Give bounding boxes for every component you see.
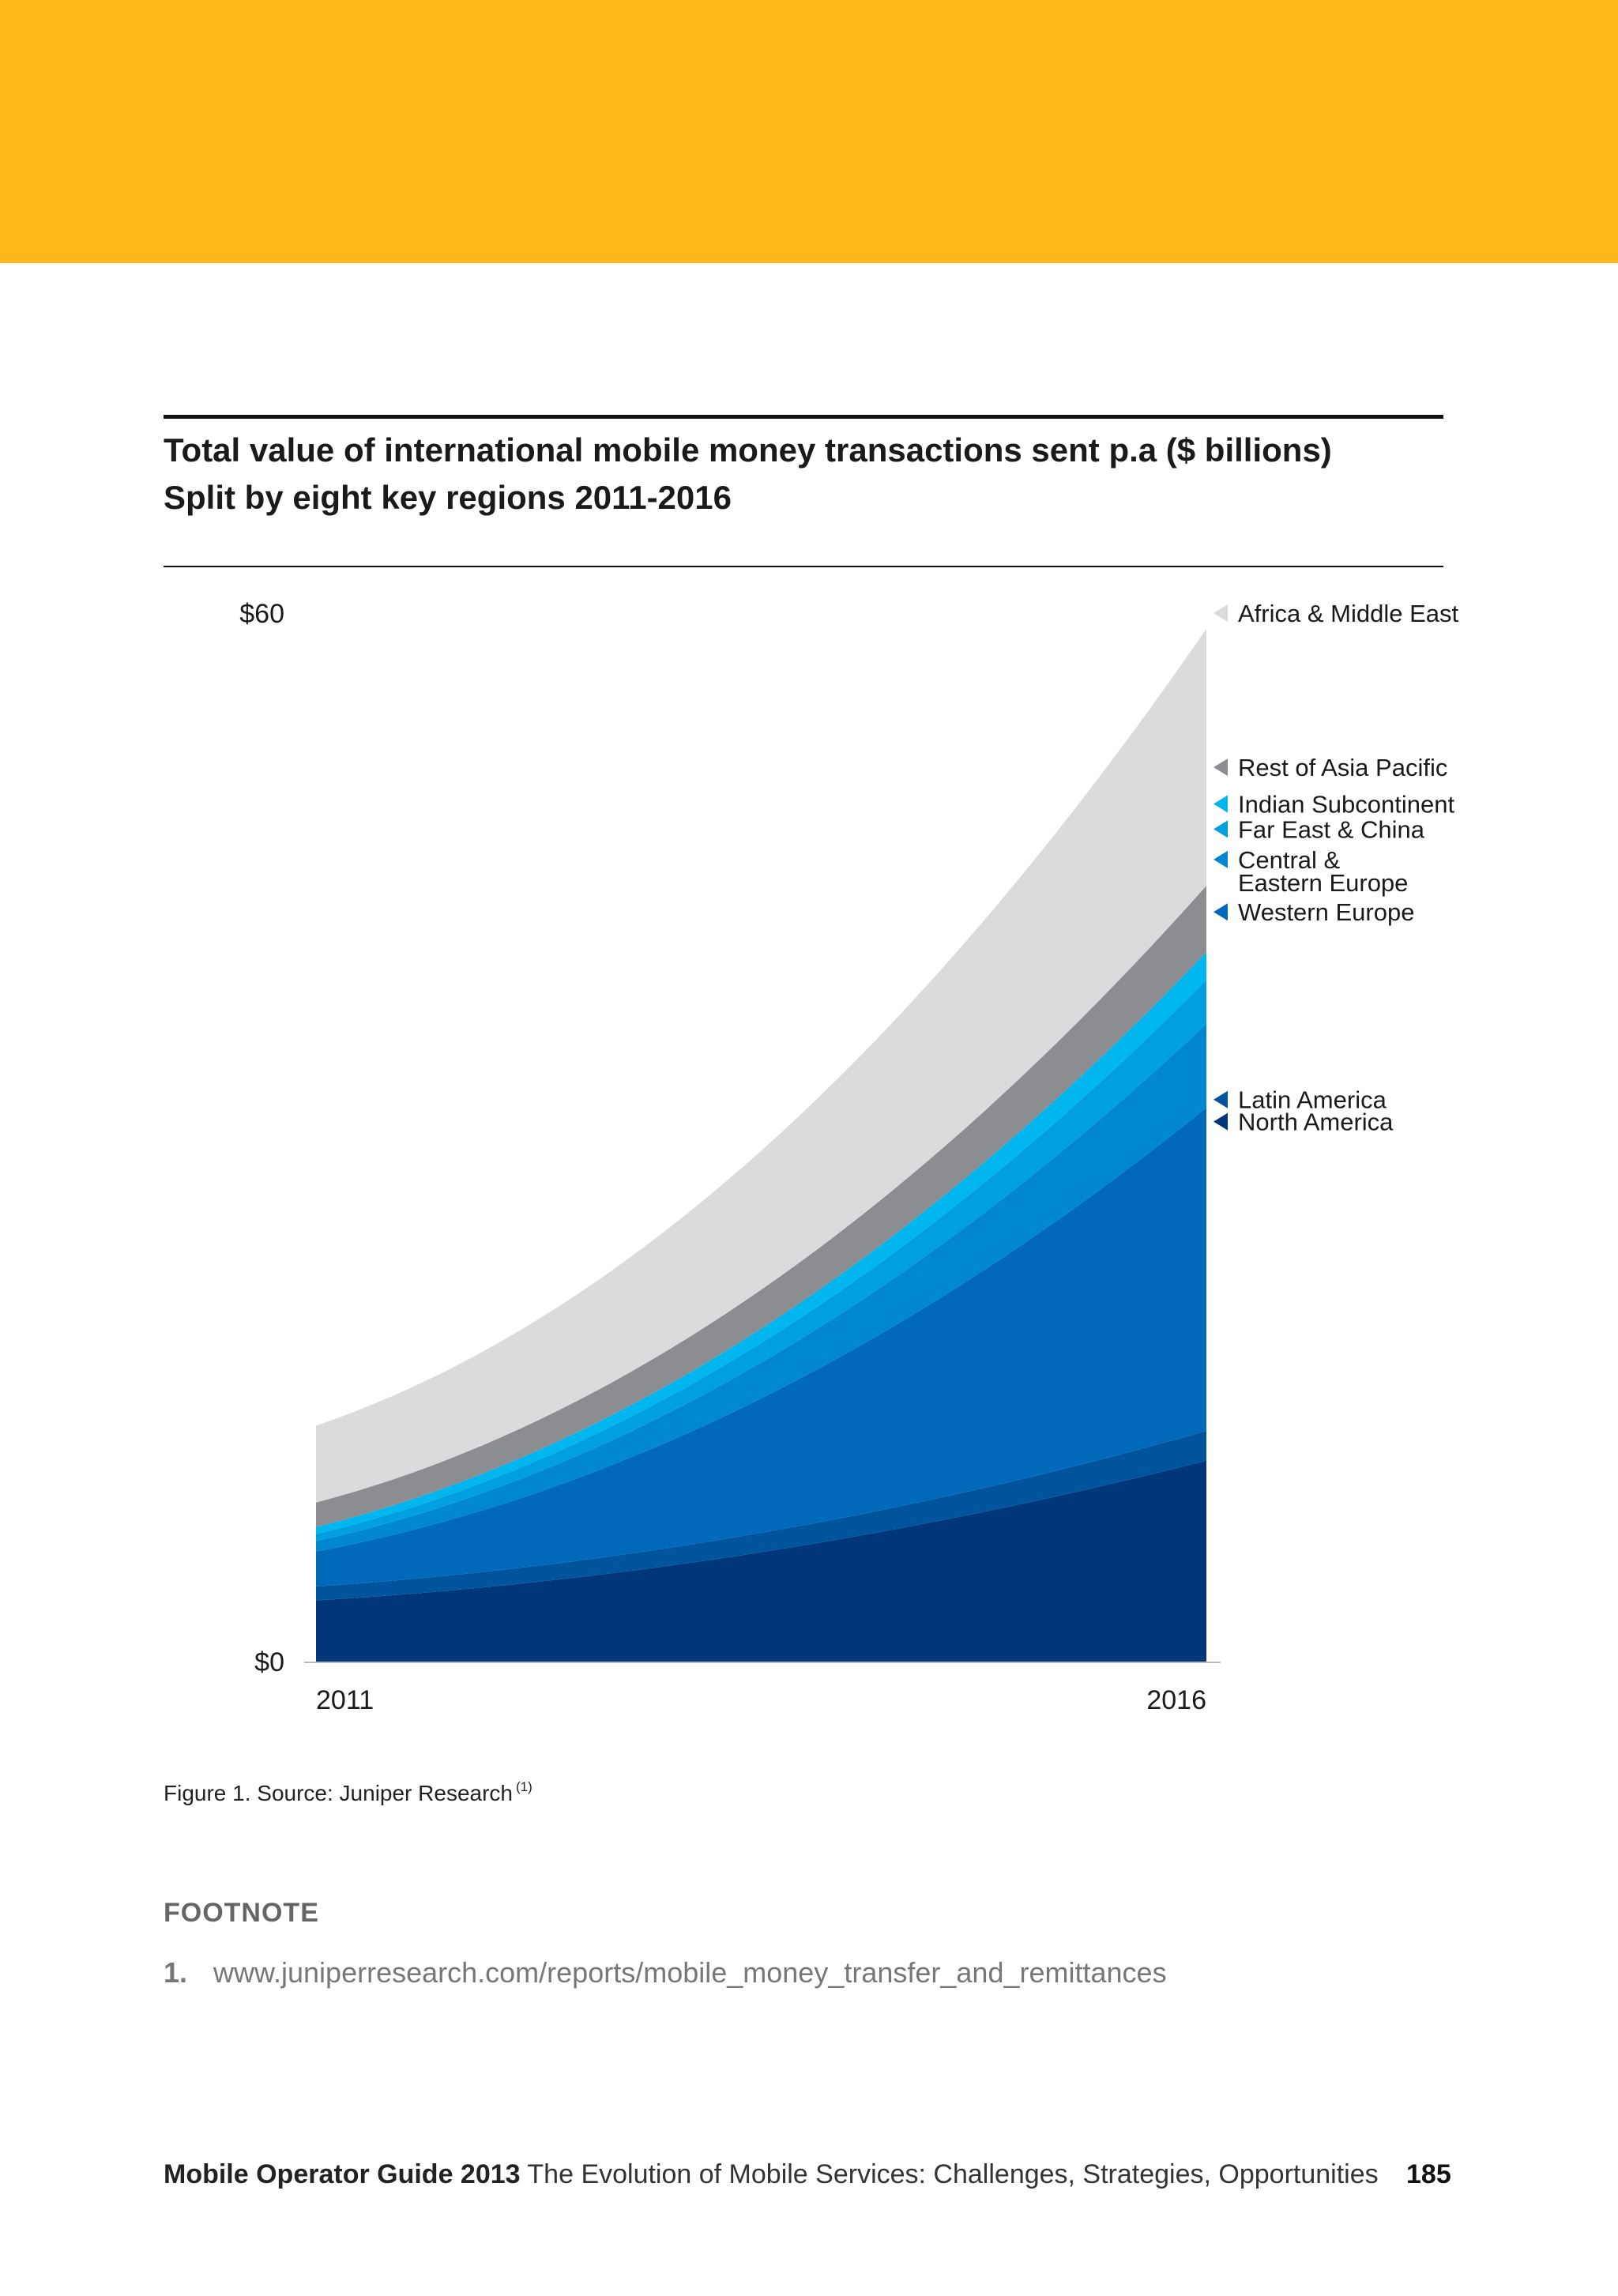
- footer-publication: Mobile Operator Guide 2013: [164, 2159, 521, 2189]
- legend-marker-africa-middle-east: [1214, 604, 1228, 622]
- legend-marker-central-eastern-europe: [1214, 850, 1228, 868]
- figure-caption-ref: (1): [516, 1779, 532, 1794]
- footnote-number: 1.: [164, 1956, 188, 1989]
- title-top-rule: [164, 415, 1443, 419]
- figure-caption: Figure 1. Source: Juniper Research (1): [164, 1779, 532, 1806]
- area-africa-middle-east: [316, 628, 1206, 1503]
- legend-marker-far-east-china: [1214, 820, 1228, 838]
- legend-marker-indian-subcontinent: [1214, 795, 1228, 813]
- y-tick-label-top: $60: [239, 599, 284, 629]
- area-north-america: [316, 1460, 1206, 1662]
- figure-caption-text: Figure 1. Source: Juniper Research: [164, 1781, 513, 1805]
- chart-title: Total value of international mobile mone…: [164, 427, 1332, 521]
- legend-marker-north-america: [1214, 1112, 1228, 1131]
- header-banner: [0, 0, 1618, 263]
- legend-label-latin-america: Latin America: [1238, 1086, 1387, 1114]
- chart-title-line1: Total value of international mobile mone…: [164, 431, 1332, 469]
- footnote-item: 1. www.juniperresearch.com/reports/mobile…: [164, 1956, 1167, 1989]
- title-bottom-rule: [164, 566, 1443, 567]
- legend-marker-western-europe: [1214, 903, 1228, 921]
- legend-marker-latin-america: [1214, 1090, 1228, 1108]
- legend-marker-rest-of-asia-pacific: [1214, 758, 1228, 777]
- legend-label-north-america: North America: [1238, 1108, 1394, 1136]
- legend-label-rest-of-asia-pacific: Rest of Asia Pacific: [1238, 754, 1447, 781]
- legend-label-africa-middle-east: Africa & Middle East: [1238, 600, 1458, 627]
- x-tick-label-start: 2011: [316, 1685, 374, 1715]
- chart-areas: [316, 628, 1206, 1662]
- footnote-heading: FOOTNOTE: [164, 1898, 319, 1928]
- legend-label-indian-subcontinent: Indian Subcontinent: [1238, 791, 1454, 819]
- page-number: 185: [1406, 2159, 1451, 2189]
- legend-label-western-europe: Western Europe: [1238, 898, 1414, 926]
- legend-label-far-east-china: Far East & China: [1238, 815, 1425, 843]
- area-western-europe: [316, 1107, 1206, 1586]
- area-latin-america: [316, 1431, 1206, 1601]
- chart-title-line2: Split by eight key regions 2011-2016: [164, 479, 732, 516]
- footnote-link[interactable]: www.juniperresearch.com/reports/mobile_m…: [213, 1956, 1167, 1989]
- footer-subtitle: The Evolution of Mobile Services: Challe…: [527, 2159, 1379, 2189]
- page-footer: Mobile Operator Guide 2013 The Evolution…: [164, 2159, 1379, 2190]
- legend-label-central-eastern-europe: Central & Eastern Europe: [1238, 846, 1408, 897]
- x-tick-label-end: 2016: [1146, 1685, 1206, 1715]
- y-tick-label-bottom: $0: [254, 1647, 284, 1677]
